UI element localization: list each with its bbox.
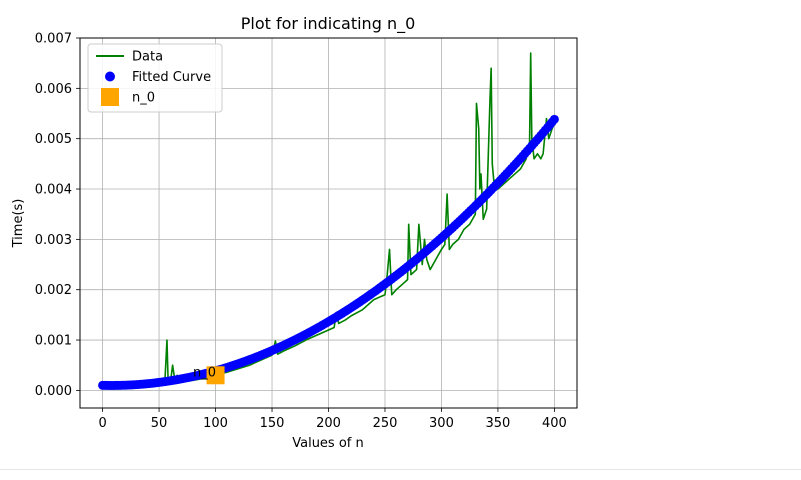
- x-tick-label: 400: [542, 416, 567, 431]
- legend-swatch-dot: [105, 71, 115, 82]
- legend-label: n_0: [132, 91, 155, 106]
- x-tick-label: 250: [373, 416, 398, 431]
- y-tick-label: 0.001: [35, 334, 72, 349]
- x-axis: 0 50 100 150 200 250 300 350 400: [98, 408, 567, 431]
- y-tick-label: 0.002: [35, 283, 72, 298]
- legend: Data Fitted Curve n_0: [87, 43, 223, 113]
- y-tick-label: 0.007: [35, 32, 72, 47]
- x-tick-label: 300: [429, 416, 454, 431]
- y-tick-label: 0.003: [35, 233, 72, 248]
- y-tick-label: 0.000: [35, 384, 72, 399]
- legend-swatch-square: [101, 88, 119, 106]
- bottom-divider: [0, 469, 801, 470]
- n0-marker: [206, 366, 225, 385]
- x-tick-label: 100: [203, 416, 228, 431]
- legend-label: Fitted Curve: [132, 70, 211, 85]
- annotation-label: n_0: [193, 365, 216, 380]
- x-tick-label: 50: [151, 416, 168, 431]
- plot-area: [98, 52, 559, 390]
- y-axis-label: Time(s): [11, 199, 26, 249]
- x-tick-label: 200: [316, 416, 341, 431]
- x-tick-label: 350: [486, 416, 511, 431]
- legend-label: Data: [132, 50, 163, 65]
- x-tick-label: 150: [260, 416, 285, 431]
- y-tick-label: 0.006: [35, 82, 72, 97]
- chart: Plot for indicating n_0 0 50 100 150 200 250 3…: [11, 14, 578, 451]
- legend-box: [87, 43, 223, 113]
- fitted-curve-point: [549, 114, 559, 124]
- y-tick-label: 0.004: [35, 183, 72, 198]
- y-tick-label: 0.005: [35, 132, 72, 147]
- x-axis-label: Values of n: [292, 436, 364, 451]
- y-axis: 0.000 0.001 0.002 0.003 0.004 0.005 0.006 0.007: [35, 32, 80, 399]
- x-tick-label: 0: [98, 416, 106, 431]
- chart-title: Plot for indicating n_0: [241, 14, 416, 34]
- annotations: n_0: [193, 365, 216, 380]
